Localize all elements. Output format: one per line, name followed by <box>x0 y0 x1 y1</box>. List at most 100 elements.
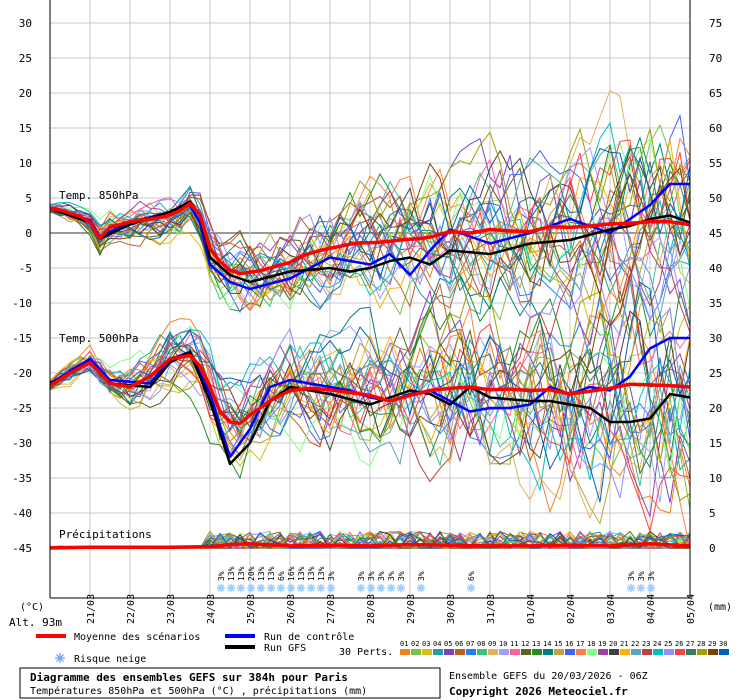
pert-number: 25 <box>664 640 672 648</box>
x-tick-label: 24/03 <box>206 594 217 624</box>
right-tick-label: 55 <box>709 157 722 170</box>
snow-risk-value: 13% <box>297 566 306 581</box>
x-tick-label: 31/03 <box>486 594 497 624</box>
pert-number: 04 <box>433 640 441 648</box>
snowflake-icon <box>317 584 325 592</box>
pert-swatch <box>598 649 608 655</box>
snowflake-icon <box>237 584 245 592</box>
snow-risk-value: 3% <box>417 571 426 581</box>
snowflake-icon <box>647 584 655 592</box>
right-tick-label: 20 <box>709 402 722 415</box>
pert-number: 01 <box>400 640 408 648</box>
pert-legend: 01 02 03 04 05 06 07 08 09 10 11 12 13 14 15 16 17 18 19 20… <box>400 640 729 655</box>
pert-swatch <box>631 649 641 655</box>
x-tick-label: 26/03 <box>286 594 297 624</box>
pert-number: 20 <box>609 640 617 648</box>
snow-risk-value: 13% <box>267 566 276 581</box>
x-tick-label: 27/03 <box>326 594 337 624</box>
pert-line <box>49 127 691 301</box>
left-tick-label: 15 <box>19 122 32 135</box>
legend-snow: Risque neige <box>74 654 146 665</box>
pert-swatch <box>565 649 575 655</box>
chart-title: Diagramme des ensembles GEFS sur 384h po… <box>30 671 348 684</box>
left-tick-label: -10 <box>12 297 32 310</box>
snowflake-icon <box>297 584 305 592</box>
legend-gfs: Run GFS <box>264 643 306 654</box>
pert-line <box>49 121 691 297</box>
label-t500: Temp. 500hPa <box>59 332 138 345</box>
left-tick-label: -5 <box>19 262 32 275</box>
left-tick-label: -15 <box>12 332 32 345</box>
pert-line <box>49 139 691 310</box>
snow-risk-value: 6% <box>467 571 476 581</box>
right-tick-label: 10 <box>709 472 722 485</box>
right-tick-label: 70 <box>709 52 722 65</box>
left-tick-label: -35 <box>12 472 32 485</box>
title-box <box>19 667 441 699</box>
pert-swatch <box>653 649 663 655</box>
pert-line <box>49 293 691 525</box>
run-info: Ensemble GEFS du 20/03/2026 - 06Z <box>449 671 648 682</box>
right-tick-label: 25 <box>709 367 722 380</box>
pert-line <box>49 308 691 499</box>
legend-control: Run de contrôle <box>264 631 354 643</box>
right-tick-label: 0 <box>709 542 716 555</box>
x-tick-label: 02/04 <box>566 594 577 624</box>
x-tick-label: 28/03 <box>366 594 377 624</box>
snowflake-icon <box>387 584 395 592</box>
x-tick-label: 29/03 <box>406 594 417 624</box>
pert-number: 30 <box>719 640 727 648</box>
legend-mean: Moyenne des scénarios <box>74 631 200 643</box>
right-tick-label: 65 <box>709 87 722 100</box>
snowflake-icon <box>637 584 645 592</box>
snow-risk-value: 6% <box>277 571 286 581</box>
snowflake-icon <box>227 584 235 592</box>
pert-swatch <box>488 649 498 655</box>
right-tick-label: 5 <box>709 507 716 520</box>
chart-subtitle: Températures 850hPa et 500hPa (°C) , pré… <box>30 685 367 697</box>
pert-line <box>49 162 691 300</box>
pert-line <box>49 317 691 475</box>
pert-number: 08 <box>477 640 485 648</box>
pert-number: 21 <box>620 640 628 648</box>
snow-risk-value: 13% <box>317 566 326 581</box>
right-tick-label: 75 <box>709 17 722 30</box>
pert-number: 28 <box>697 640 705 648</box>
mean-line <box>49 353 691 426</box>
mean-line <box>49 201 691 276</box>
snow-risk-value: 3% <box>327 571 336 581</box>
legend-perts: 30 Perts. <box>339 647 393 658</box>
left-tick-label: -40 <box>12 507 32 520</box>
pert-number: 23 <box>642 640 650 648</box>
snowflake-icon <box>247 584 255 592</box>
snow-risk-value: 3% <box>397 571 406 581</box>
pert-swatch <box>521 649 531 655</box>
copyright: Copyright 2026 Meteociel.fr <box>449 685 628 698</box>
x-tick-label: 05/04 <box>686 594 697 624</box>
left-tick-label: 20 <box>19 87 32 100</box>
pert-number: 22 <box>631 640 639 648</box>
snow-risk-value: 20% <box>247 566 256 581</box>
pert-swatch <box>532 649 542 655</box>
snowflake-icon <box>467 584 475 592</box>
pert-number: 14 <box>543 640 551 648</box>
pert-swatch <box>620 649 630 655</box>
pert-number: 12 <box>521 640 529 648</box>
pert-line <box>49 182 691 326</box>
pert-number: 27 <box>686 640 694 648</box>
right-unit: (mm) <box>708 602 732 613</box>
pert-swatch <box>510 649 520 655</box>
snow-risk-value: 3% <box>627 571 636 581</box>
pert-swatch <box>499 649 509 655</box>
snow-risk-value: 3% <box>647 571 656 581</box>
right-tick-label: 15 <box>709 437 722 450</box>
pert-swatch <box>686 649 696 655</box>
pert-number: 29 <box>708 640 716 648</box>
snow-risk-value: 3% <box>387 571 396 581</box>
legend-snow-icon <box>55 653 65 663</box>
x-tick-label: 22/03 <box>126 594 137 624</box>
pert-line <box>49 139 691 292</box>
pert-number: 13 <box>532 640 540 648</box>
pert-line <box>49 310 691 460</box>
gfs-line <box>49 200 691 284</box>
